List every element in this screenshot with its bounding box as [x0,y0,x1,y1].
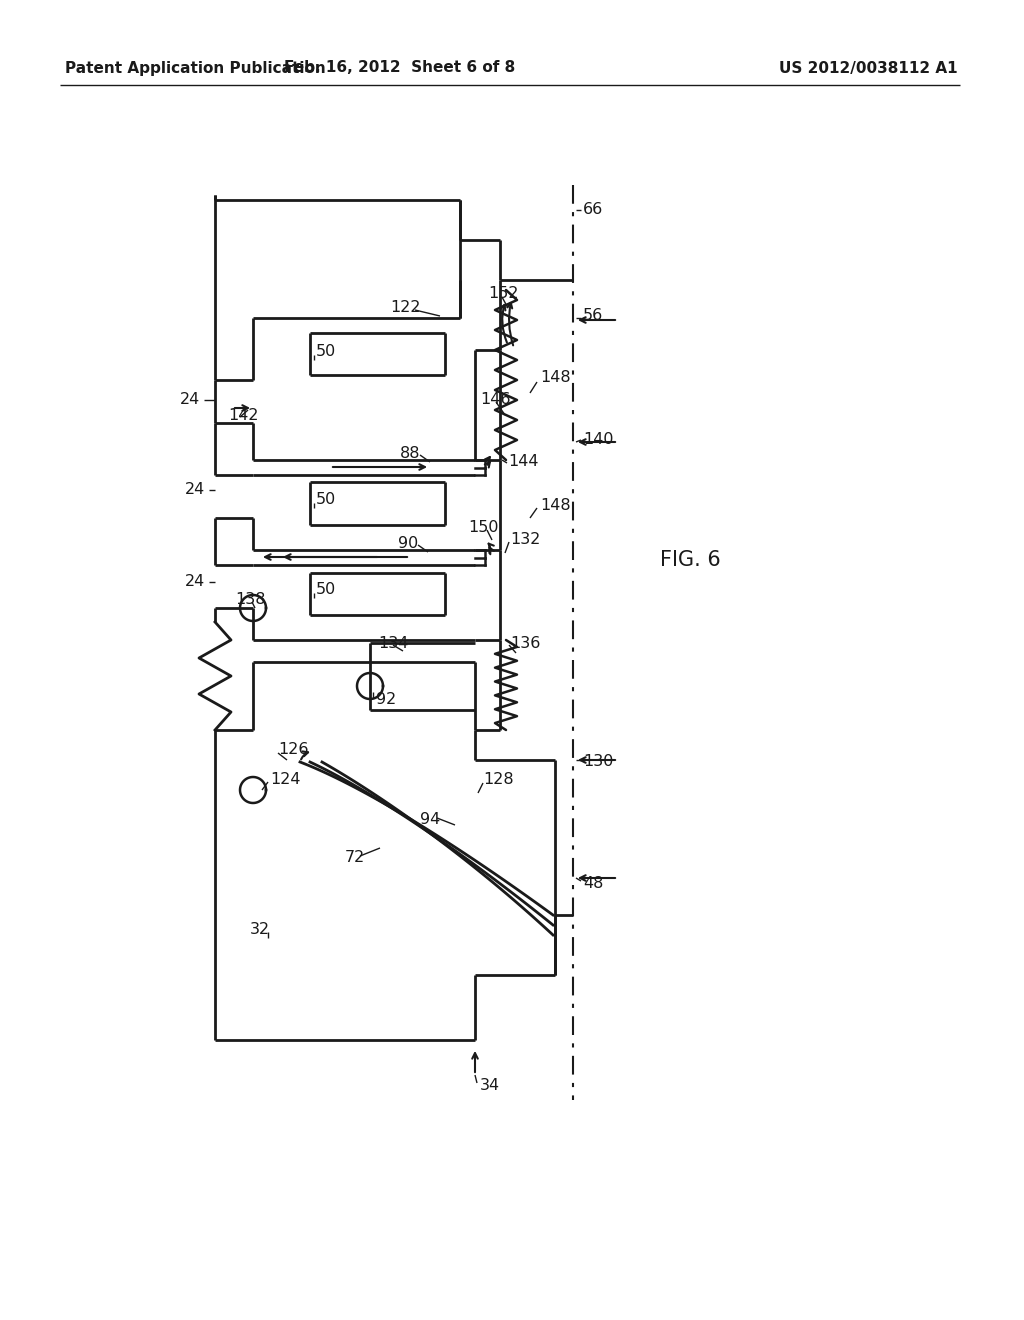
Text: FIG. 6: FIG. 6 [660,550,721,570]
Text: 142: 142 [228,408,258,422]
Text: 94: 94 [420,813,440,828]
Text: 56: 56 [583,308,603,322]
Text: 50: 50 [316,492,336,507]
Text: 136: 136 [510,635,541,651]
Text: 50: 50 [316,345,336,359]
Text: 122: 122 [390,301,421,315]
Text: 134: 134 [378,635,409,651]
Text: 66: 66 [583,202,603,218]
Text: 148: 148 [540,371,570,385]
Text: 138: 138 [234,593,265,607]
Text: 150: 150 [468,520,499,535]
Text: 24: 24 [185,574,205,590]
Text: Patent Application Publication: Patent Application Publication [65,61,326,75]
Text: 48: 48 [583,875,603,891]
Text: 130: 130 [583,755,613,770]
Text: 92: 92 [376,693,396,708]
Text: Feb. 16, 2012  Sheet 6 of 8: Feb. 16, 2012 Sheet 6 of 8 [285,61,516,75]
Text: 24: 24 [180,392,201,408]
Text: 148: 148 [540,498,570,512]
Text: 88: 88 [400,446,421,461]
Text: 128: 128 [483,772,514,788]
Text: 34: 34 [480,1077,500,1093]
Text: US 2012/0038112 A1: US 2012/0038112 A1 [779,61,958,75]
Text: 140: 140 [583,433,613,447]
Text: 152: 152 [488,285,518,301]
Text: 32: 32 [250,923,270,937]
Text: 24: 24 [185,483,205,498]
Text: 146: 146 [480,392,511,408]
Text: 72: 72 [345,850,366,866]
Text: 124: 124 [270,772,300,788]
Text: 50: 50 [316,582,336,598]
Text: 90: 90 [398,536,418,550]
Text: 126: 126 [278,742,308,758]
Text: 132: 132 [510,532,541,548]
Text: 144: 144 [508,454,539,470]
